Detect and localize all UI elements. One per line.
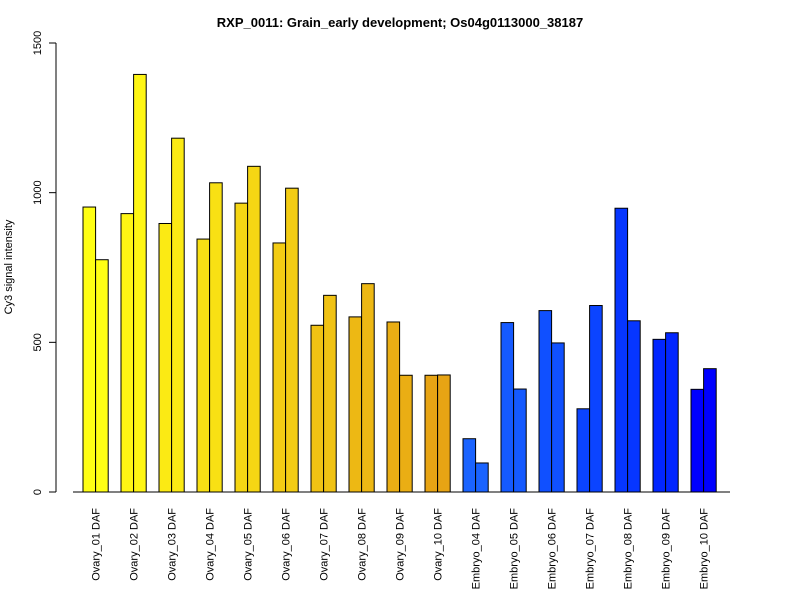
y-tick-label: 1000 (32, 180, 44, 204)
bar-ovary-01-daf-s2 (95, 259, 109, 493)
bar-embryo-10-daf-s1 (690, 388, 705, 493)
bar-ovary-09-daf-s2 (399, 374, 413, 493)
bar-embryo-06-daf-s2 (551, 342, 565, 493)
x-tick-label: Ovary_10 DAF (433, 508, 445, 581)
bar-ovary-01-daf-s1 (82, 206, 97, 493)
x-tick-label: Ovary_04 DAF (205, 508, 217, 581)
x-tick-label: Embryo_09 DAF (661, 508, 673, 590)
bar-embryo-04-daf-s1 (462, 438, 477, 493)
bar-ovary-09-daf-s1 (386, 321, 401, 493)
x-tick-label: Ovary_08 DAF (357, 508, 369, 581)
x-tick-label: Embryo_05 DAF (509, 508, 521, 590)
bar-ovary-06-daf-s1 (272, 242, 287, 493)
x-tick-label: Ovary_02 DAF (129, 508, 141, 581)
x-tick-label: Ovary_06 DAF (281, 508, 293, 581)
y-axis-label: Cy3 signal intensity (3, 219, 15, 314)
bar-ovary-05-daf-s1 (234, 202, 249, 493)
bars-group (82, 73, 717, 493)
bar-embryo-06-daf-s1 (538, 310, 553, 493)
chart-title: RXP_0011: Grain_early development; Os04g… (217, 15, 583, 30)
bar-ovary-02-daf-s1 (120, 213, 135, 493)
x-tick-label: Embryo_04 DAF (471, 508, 483, 590)
bar-ovary-10-daf-s2 (437, 374, 451, 493)
y-tick-label: 500 (32, 333, 44, 351)
bar-embryo-10-daf-s2 (703, 368, 717, 493)
bar-embryo-05-daf-s1 (500, 322, 515, 493)
bar-embryo-07-daf-s1 (576, 408, 591, 493)
bar-embryo-08-daf-s2 (627, 320, 641, 493)
bar-ovary-02-daf-s2 (133, 73, 147, 493)
bar-ovary-08-daf-s1 (348, 316, 363, 493)
bar-ovary-10-daf-s1 (424, 374, 439, 493)
bar-ovary-06-daf-s2 (285, 187, 299, 493)
bar-ovary-04-daf-s2 (209, 182, 223, 493)
bar-embryo-08-daf-s1 (614, 207, 629, 493)
x-tick-label: Embryo_10 DAF (699, 508, 711, 590)
bar-embryo-07-daf-s2 (589, 305, 603, 493)
y-tick-label: 1500 (32, 31, 44, 55)
x-tick-label: Embryo_08 DAF (623, 508, 635, 590)
bar-ovary-05-daf-s2 (247, 165, 261, 493)
bar-ovary-07-daf-s2 (323, 294, 337, 493)
x-tick-label: Ovary_07 DAF (319, 508, 331, 581)
x-tick-label: Ovary_05 DAF (243, 508, 255, 581)
bar-embryo-09-daf-s1 (652, 338, 667, 493)
bar-ovary-03-daf-s2 (171, 137, 185, 493)
bar-embryo-04-daf-s2 (475, 462, 489, 493)
x-tick-label: Ovary_03 DAF (167, 508, 179, 581)
x-tick-label: Ovary_09 DAF (395, 508, 407, 581)
bar-ovary-08-daf-s2 (361, 283, 375, 493)
x-tick-labels: Ovary_01 DAF Ovary_02 DAF Ovary_03 DAF Ovar… (91, 508, 711, 590)
bar-ovary-07-daf-s1 (310, 324, 325, 493)
x-tick-label: Ovary_01 DAF (91, 508, 103, 581)
y-tick-label: 0 (32, 489, 44, 495)
x-tick-label: Embryo_07 DAF (585, 508, 597, 590)
bar-embryo-09-daf-s2 (665, 332, 679, 493)
x-tick-label: Embryo_06 DAF (547, 508, 559, 590)
bar-ovary-03-daf-s1 (158, 222, 173, 493)
bar-ovary-04-daf-s1 (196, 238, 211, 493)
y-axis: 0 500 1000 1500 (32, 31, 57, 495)
bar-embryo-05-daf-s2 (513, 388, 527, 493)
